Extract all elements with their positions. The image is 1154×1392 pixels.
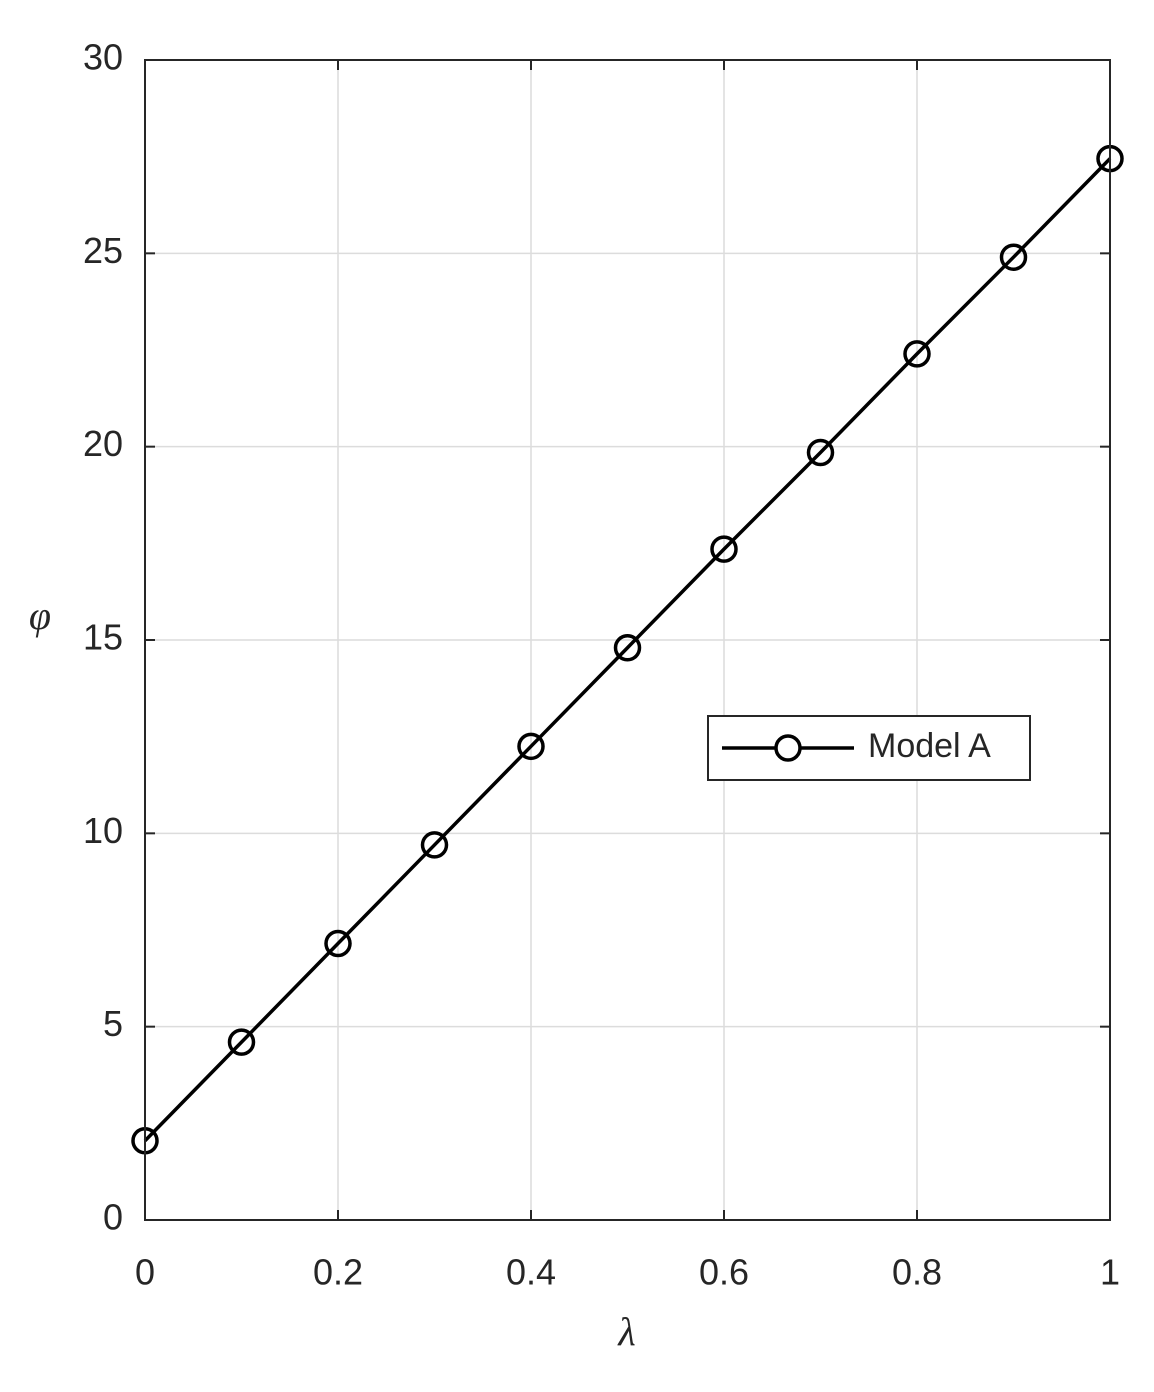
point-marker [806,438,835,467]
y-tick-label: 5 [103,1003,123,1044]
legend-marker [774,734,802,762]
y-tick-label: 30 [83,37,123,78]
y-tick-label: 25 [83,230,123,271]
x-tick-label: 0.4 [506,1252,556,1293]
x-tick-label: 1 [1100,1252,1120,1293]
point-marker [613,633,642,662]
y-tick-label: 0 [103,1197,123,1238]
legend-label: Model A [868,727,991,765]
y-tick-label: 10 [83,810,123,851]
x-axis-label: λ [617,1309,635,1354]
point-marker [903,340,931,368]
y-tick-label: 15 [83,617,123,658]
point-marker [710,535,738,563]
point-marker [517,732,545,761]
point-marker [999,243,1028,271]
y-tick-label: 20 [83,423,123,464]
x-tick-label: 0.6 [699,1252,749,1293]
x-tick-label: 0.2 [313,1252,363,1293]
y-axis-label: φ [29,593,51,638]
x-tick-label: 0.8 [892,1252,942,1293]
x-tick-label: 0 [135,1252,155,1293]
point-marker [420,831,449,859]
point-marker [227,1028,256,1056]
series-line [143,157,1112,1142]
point-marker [324,929,352,958]
